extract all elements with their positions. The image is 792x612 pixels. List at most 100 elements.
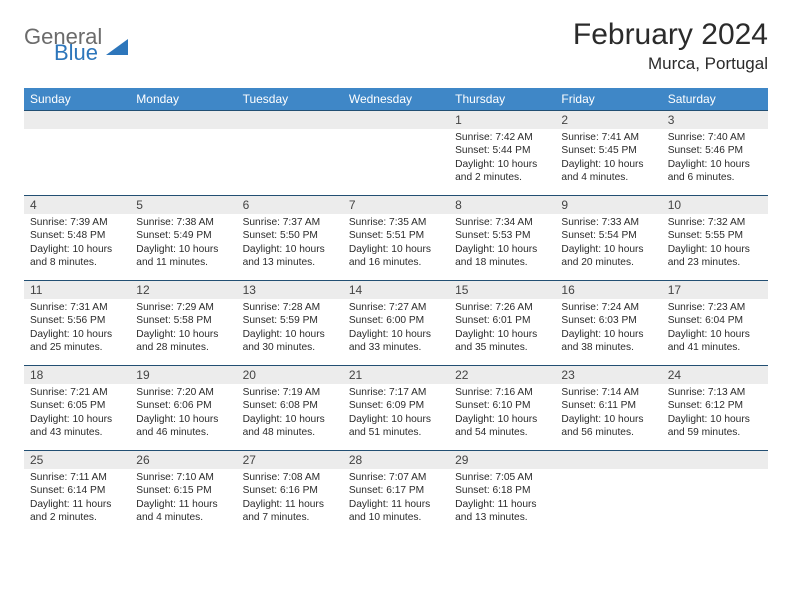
daylight-text: Daylight: 10 hours and 6 minutes. bbox=[668, 158, 762, 185]
day-details: Sunrise: 7:14 AMSunset: 6:11 PMDaylight:… bbox=[555, 384, 661, 441]
day-cell: 23Sunrise: 7:14 AMSunset: 6:11 PMDayligh… bbox=[555, 366, 661, 451]
weekday-header: Tuesday bbox=[237, 88, 343, 111]
daylight-text: Daylight: 10 hours and 59 minutes. bbox=[668, 413, 762, 440]
daylight-text: Daylight: 10 hours and 2 minutes. bbox=[455, 158, 549, 185]
day-cell: 15Sunrise: 7:26 AMSunset: 6:01 PMDayligh… bbox=[449, 281, 555, 366]
sunrise-text: Sunrise: 7:27 AM bbox=[349, 301, 443, 314]
sunrise-text: Sunrise: 7:05 AM bbox=[455, 471, 549, 484]
day-details: Sunrise: 7:19 AMSunset: 6:08 PMDaylight:… bbox=[237, 384, 343, 441]
daylight-text: Daylight: 10 hours and 28 minutes. bbox=[136, 328, 230, 355]
day-cell: 17Sunrise: 7:23 AMSunset: 6:04 PMDayligh… bbox=[662, 281, 768, 366]
calendar-grid: Sunday Monday Tuesday Wednesday Thursday… bbox=[24, 88, 768, 536]
day-number: 2 bbox=[555, 111, 661, 129]
month-title: February 2024 bbox=[573, 18, 768, 52]
daylight-text: Daylight: 10 hours and 30 minutes. bbox=[243, 328, 337, 355]
day-details: Sunrise: 7:10 AMSunset: 6:15 PMDaylight:… bbox=[130, 469, 236, 526]
day-number: 27 bbox=[237, 451, 343, 469]
day-number bbox=[24, 111, 130, 129]
sunset-text: Sunset: 5:50 PM bbox=[243, 229, 337, 242]
sunrise-text: Sunrise: 7:33 AM bbox=[561, 216, 655, 229]
sunset-text: Sunset: 5:56 PM bbox=[30, 314, 124, 327]
sunrise-text: Sunrise: 7:39 AM bbox=[30, 216, 124, 229]
day-cell: 7Sunrise: 7:35 AMSunset: 5:51 PMDaylight… bbox=[343, 196, 449, 281]
week-row: 1Sunrise: 7:42 AMSunset: 5:44 PMDaylight… bbox=[24, 111, 768, 196]
day-details: Sunrise: 7:07 AMSunset: 6:17 PMDaylight:… bbox=[343, 469, 449, 526]
sunrise-text: Sunrise: 7:31 AM bbox=[30, 301, 124, 314]
daylight-text: Daylight: 10 hours and 43 minutes. bbox=[30, 413, 124, 440]
sunset-text: Sunset: 6:08 PM bbox=[243, 399, 337, 412]
day-number: 21 bbox=[343, 366, 449, 384]
day-number: 24 bbox=[662, 366, 768, 384]
day-number: 26 bbox=[130, 451, 236, 469]
daylight-text: Daylight: 10 hours and 4 minutes. bbox=[561, 158, 655, 185]
day-cell: 22Sunrise: 7:16 AMSunset: 6:10 PMDayligh… bbox=[449, 366, 555, 451]
daylight-text: Daylight: 10 hours and 54 minutes. bbox=[455, 413, 549, 440]
daylight-text: Daylight: 10 hours and 48 minutes. bbox=[243, 413, 337, 440]
sunset-text: Sunset: 5:49 PM bbox=[136, 229, 230, 242]
week-row: 25Sunrise: 7:11 AMSunset: 6:14 PMDayligh… bbox=[24, 451, 768, 536]
day-details: Sunrise: 7:11 AMSunset: 6:14 PMDaylight:… bbox=[24, 469, 130, 526]
day-number bbox=[237, 111, 343, 129]
sunrise-text: Sunrise: 7:17 AM bbox=[349, 386, 443, 399]
day-details bbox=[237, 129, 343, 133]
day-details: Sunrise: 7:35 AMSunset: 5:51 PMDaylight:… bbox=[343, 214, 449, 271]
day-details: Sunrise: 7:05 AMSunset: 6:18 PMDaylight:… bbox=[449, 469, 555, 526]
day-number: 14 bbox=[343, 281, 449, 299]
sunset-text: Sunset: 6:00 PM bbox=[349, 314, 443, 327]
day-number: 25 bbox=[24, 451, 130, 469]
day-number: 23 bbox=[555, 366, 661, 384]
sunrise-text: Sunrise: 7:37 AM bbox=[243, 216, 337, 229]
day-details: Sunrise: 7:41 AMSunset: 5:45 PMDaylight:… bbox=[555, 129, 661, 186]
week-row: 11Sunrise: 7:31 AMSunset: 5:56 PMDayligh… bbox=[24, 281, 768, 366]
day-cell: 8Sunrise: 7:34 AMSunset: 5:53 PMDaylight… bbox=[449, 196, 555, 281]
day-details: Sunrise: 7:08 AMSunset: 6:16 PMDaylight:… bbox=[237, 469, 343, 526]
daylight-text: Daylight: 10 hours and 35 minutes. bbox=[455, 328, 549, 355]
weekday-header: Sunday bbox=[24, 88, 130, 111]
day-details: Sunrise: 7:42 AMSunset: 5:44 PMDaylight:… bbox=[449, 129, 555, 186]
day-details: Sunrise: 7:27 AMSunset: 6:00 PMDaylight:… bbox=[343, 299, 449, 356]
day-number: 11 bbox=[24, 281, 130, 299]
day-details: Sunrise: 7:24 AMSunset: 6:03 PMDaylight:… bbox=[555, 299, 661, 356]
day-cell: 1Sunrise: 7:42 AMSunset: 5:44 PMDaylight… bbox=[449, 111, 555, 196]
day-cell: 6Sunrise: 7:37 AMSunset: 5:50 PMDaylight… bbox=[237, 196, 343, 281]
daylight-text: Daylight: 10 hours and 56 minutes. bbox=[561, 413, 655, 440]
sunrise-text: Sunrise: 7:14 AM bbox=[561, 386, 655, 399]
sunset-text: Sunset: 5:54 PM bbox=[561, 229, 655, 242]
sunset-text: Sunset: 6:04 PM bbox=[668, 314, 762, 327]
day-number: 22 bbox=[449, 366, 555, 384]
logo-text-wrap: General Blue bbox=[24, 26, 102, 64]
weekday-header-row: Sunday Monday Tuesday Wednesday Thursday… bbox=[24, 88, 768, 111]
day-cell: 28Sunrise: 7:07 AMSunset: 6:17 PMDayligh… bbox=[343, 451, 449, 536]
sunset-text: Sunset: 5:59 PM bbox=[243, 314, 337, 327]
day-cell bbox=[130, 111, 236, 196]
sunrise-text: Sunrise: 7:21 AM bbox=[30, 386, 124, 399]
day-details bbox=[130, 129, 236, 133]
day-number: 19 bbox=[130, 366, 236, 384]
day-details: Sunrise: 7:31 AMSunset: 5:56 PMDaylight:… bbox=[24, 299, 130, 356]
day-number: 16 bbox=[555, 281, 661, 299]
day-details: Sunrise: 7:28 AMSunset: 5:59 PMDaylight:… bbox=[237, 299, 343, 356]
sunset-text: Sunset: 6:06 PM bbox=[136, 399, 230, 412]
daylight-text: Daylight: 10 hours and 8 minutes. bbox=[30, 243, 124, 270]
sunrise-text: Sunrise: 7:10 AM bbox=[136, 471, 230, 484]
sunset-text: Sunset: 6:18 PM bbox=[455, 484, 549, 497]
sunset-text: Sunset: 6:17 PM bbox=[349, 484, 443, 497]
daylight-text: Daylight: 10 hours and 33 minutes. bbox=[349, 328, 443, 355]
daylight-text: Daylight: 11 hours and 7 minutes. bbox=[243, 498, 337, 525]
day-cell: 12Sunrise: 7:29 AMSunset: 5:58 PMDayligh… bbox=[130, 281, 236, 366]
day-details: Sunrise: 7:21 AMSunset: 6:05 PMDaylight:… bbox=[24, 384, 130, 441]
day-number: 12 bbox=[130, 281, 236, 299]
sunrise-text: Sunrise: 7:11 AM bbox=[30, 471, 124, 484]
daylight-text: Daylight: 10 hours and 23 minutes. bbox=[668, 243, 762, 270]
day-number: 1 bbox=[449, 111, 555, 129]
daylight-text: Daylight: 10 hours and 51 minutes. bbox=[349, 413, 443, 440]
weekday-header: Thursday bbox=[449, 88, 555, 111]
day-cell: 4Sunrise: 7:39 AMSunset: 5:48 PMDaylight… bbox=[24, 196, 130, 281]
day-number: 7 bbox=[343, 196, 449, 214]
sunrise-text: Sunrise: 7:16 AM bbox=[455, 386, 549, 399]
day-details: Sunrise: 7:17 AMSunset: 6:09 PMDaylight:… bbox=[343, 384, 449, 441]
day-details: Sunrise: 7:33 AMSunset: 5:54 PMDaylight:… bbox=[555, 214, 661, 271]
day-cell: 11Sunrise: 7:31 AMSunset: 5:56 PMDayligh… bbox=[24, 281, 130, 366]
week-row: 18Sunrise: 7:21 AMSunset: 6:05 PMDayligh… bbox=[24, 366, 768, 451]
sunset-text: Sunset: 5:44 PM bbox=[455, 144, 549, 157]
